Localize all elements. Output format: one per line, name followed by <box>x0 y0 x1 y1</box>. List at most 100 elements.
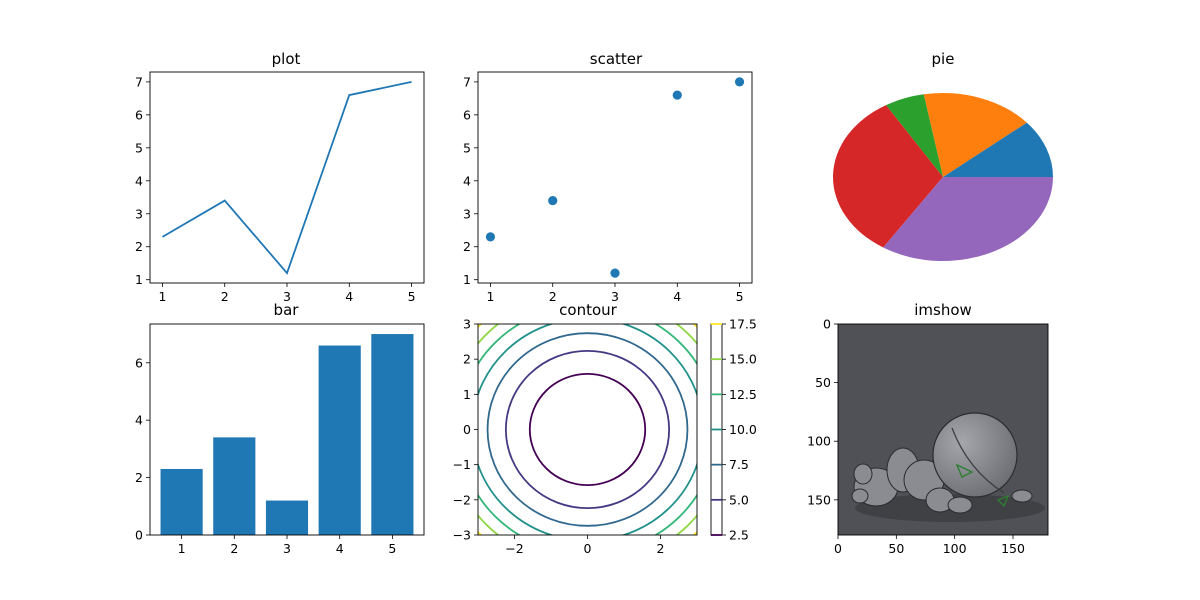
scatter-frame <box>477 71 753 284</box>
scatter-xtick-label: 2 <box>549 289 557 304</box>
pie-slice <box>943 122 1053 177</box>
pie-marks <box>832 93 1053 262</box>
robot-eye-left <box>955 463 974 478</box>
plot-series-line <box>162 81 412 275</box>
scatter-xtick-label: 4 <box>673 289 681 304</box>
bar-xtick-label: 3 <box>283 541 291 556</box>
bar-xtick-label: 5 <box>388 541 396 556</box>
contour-ytick-label: −3 <box>453 528 471 543</box>
contour-ytick-label: −2 <box>453 492 471 507</box>
scatter-xtick-label: 5 <box>736 289 744 304</box>
scatter-point <box>485 232 496 242</box>
bar-ytick-label: 2 <box>135 470 143 485</box>
plot-xtick-label: 4 <box>345 289 353 304</box>
scatter-ytick-label: 7 <box>463 74 471 89</box>
plot-ytick-label: 2 <box>135 239 143 254</box>
bar <box>160 468 203 535</box>
contour-line <box>528 372 647 487</box>
scatter-ytick-label: 2 <box>463 239 471 254</box>
scatter-xtick-label: 1 <box>486 289 494 304</box>
robot-body <box>851 447 1033 514</box>
plot-xtick-label: 5 <box>408 289 416 304</box>
pie-axes: pie <box>832 50 1053 262</box>
plot-frame <box>149 71 425 284</box>
scatter-ticks: 1 2 3 4 5 1 2 3 4 5 6 7 <box>463 74 743 304</box>
bar-axes: bar 1 2 3 4 5 0 2 4 6 <box>135 301 425 556</box>
plot-xtick-label: 2 <box>221 289 229 304</box>
bar-xtick-label: 1 <box>178 541 186 556</box>
bar-ytick-label: 4 <box>135 413 143 428</box>
contour-line <box>478 324 697 535</box>
scatter-axes: scatter 1 2 3 4 5 1 2 3 4 5 6 7 <box>463 50 753 304</box>
contour-ytick-label: 2 <box>463 352 471 367</box>
imshow-axes: imshow 0 50 100 150 0 50 100 150 <box>807 301 1049 557</box>
contour-title: contour <box>559 301 617 319</box>
plot-xtick-label: 3 <box>283 289 291 304</box>
scatter-point <box>672 90 682 100</box>
pie-slice <box>883 177 1053 262</box>
plot-title: plot <box>272 50 301 68</box>
contour-ytick-label: −1 <box>453 457 471 472</box>
imshow-ticks: 0 50 100 150 0 50 100 150 <box>807 317 1025 557</box>
scatter-title: scatter <box>590 50 643 68</box>
pie-slice <box>832 105 943 248</box>
pie-title: pie <box>932 50 955 68</box>
contour-ytick-label: 1 <box>463 387 471 402</box>
bar-ticks: 1 2 3 4 5 0 2 4 6 <box>135 355 396 556</box>
scatter-ytick-label: 5 <box>463 140 471 155</box>
robot-head-seam <box>951 427 1005 494</box>
contour-ytick-label: 3 <box>463 317 471 332</box>
contour-xtick-label: 2 <box>657 541 665 556</box>
imshow-ytick-label: 100 <box>807 434 831 449</box>
colorbar-tick-label: 5.0 <box>729 492 749 507</box>
contour-colorbar: 2.5 5.0 7.5 10.0 12.5 15.0 17.5 <box>710 317 757 543</box>
imshow-xtick-label: 0 <box>834 541 842 556</box>
contour-ytick-label: 0 <box>463 422 471 437</box>
plot-marks <box>162 81 412 275</box>
colorbar-tick-label: 17.5 <box>729 317 757 332</box>
pie-slice <box>886 94 943 177</box>
contour-marks <box>478 324 697 535</box>
bar-xtick-label: 4 <box>336 541 344 556</box>
robot-head <box>932 412 1018 498</box>
bar <box>371 334 414 535</box>
plot-xtick-label: 1 <box>158 289 166 304</box>
colorbar-tick-label: 7.5 <box>729 457 749 472</box>
bar-frame <box>149 323 425 536</box>
imshow-xtick-label: 150 <box>1001 541 1025 556</box>
bar-ytick-label: 6 <box>135 355 143 370</box>
scatter-ytick-label: 3 <box>463 206 471 221</box>
colorbar-tick-label: 12.5 <box>729 387 757 402</box>
bar <box>318 345 361 535</box>
plot-ytick-label: 7 <box>135 74 143 89</box>
plot-axes: plot 1 2 3 4 5 1 2 3 4 5 6 7 <box>135 50 425 304</box>
contour-line <box>478 324 697 535</box>
contour-line <box>478 324 697 535</box>
bar-xtick-label: 2 <box>230 541 238 556</box>
bar-marks <box>160 334 414 535</box>
bar-title: bar <box>274 301 300 319</box>
plot-ytick-label: 3 <box>135 206 143 221</box>
imshow-image <box>838 324 1048 535</box>
colorbar-tick-label: 10.0 <box>729 422 757 437</box>
scatter-point <box>548 195 558 206</box>
plot-ticks: 1 2 3 4 5 1 2 3 4 5 6 7 <box>135 74 415 304</box>
contour-frame <box>477 323 698 536</box>
scatter-point <box>610 268 620 278</box>
contour-xtick-label: −2 <box>505 541 523 556</box>
imshow-frame <box>837 323 1049 536</box>
contour-line <box>504 349 671 510</box>
contour-xtick-label: 0 <box>584 541 592 556</box>
colorbar-tick-label: 2.5 <box>729 528 749 543</box>
colorbar-tick-label: 15.0 <box>729 352 757 367</box>
scatter-point <box>734 77 745 87</box>
bar-ytick-label: 0 <box>135 528 143 543</box>
contour-axes: contour −2 0 2 −3 −2 −1 0 1 2 3 2.5 5.0 7.5 10.0 12.5… <box>453 301 757 557</box>
plot-ytick-label: 5 <box>135 140 143 155</box>
contour-ticks: −2 0 2 −3 −2 −1 0 1 2 3 <box>453 317 665 557</box>
imshow-ytick-label: 150 <box>807 492 831 507</box>
plot-ytick-label: 1 <box>135 272 143 287</box>
contour-line <box>486 332 689 527</box>
imshow-xtick-label: 100 <box>943 541 967 556</box>
